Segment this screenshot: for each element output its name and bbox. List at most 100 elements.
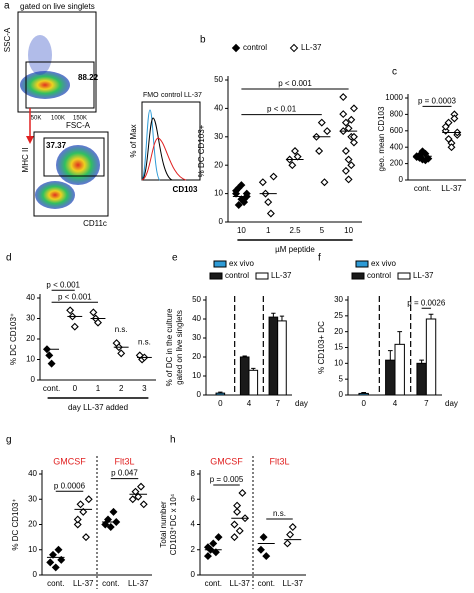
error-bar [428, 313, 434, 319]
x-tick-label: LL-37 [73, 579, 94, 588]
legend-swatch [351, 272, 365, 280]
y-tick-label: 0 [399, 175, 404, 184]
y-tick-label: 0 [197, 390, 202, 399]
data-point [447, 143, 456, 152]
cell-cloud [56, 145, 100, 185]
panel-label: a [4, 1, 10, 12]
data-point [235, 526, 244, 535]
data-point [230, 520, 239, 529]
y-tick-label: 20 [192, 352, 201, 361]
data-point [73, 520, 82, 529]
data-point [341, 166, 350, 175]
annotation: p < 0.001 [58, 292, 92, 301]
data-point [134, 492, 143, 501]
gate-value: 88.22 [78, 73, 99, 82]
data-point [238, 488, 247, 497]
axis-label: % of Max [129, 124, 138, 157]
error-bar [419, 359, 424, 364]
annotation: p 0.047 [111, 469, 138, 478]
legend-label: control [243, 43, 267, 52]
data-point [347, 115, 356, 124]
data-point [54, 545, 63, 554]
data-point [209, 539, 218, 548]
x-tick-label: cont. [414, 184, 431, 193]
y-tick-label: 15 [334, 343, 343, 352]
x-tick-label: 0 [73, 384, 78, 393]
y-tick-label: 10 [26, 355, 35, 364]
data-point [288, 161, 297, 170]
data-point [73, 515, 82, 524]
error-bar [218, 391, 223, 394]
y-tick-label: 40 [28, 469, 37, 478]
data-point [286, 530, 295, 539]
legend-label: ex vivo [229, 259, 254, 268]
bar [268, 316, 279, 396]
error-bar [271, 312, 276, 318]
y-tick-label: 800 [390, 110, 404, 119]
annotation: n.s. [115, 325, 128, 334]
data-point [131, 487, 140, 496]
data-point [234, 200, 243, 209]
y-tick-label: 0 [191, 570, 196, 579]
gate-value: 37.37 [46, 141, 67, 150]
data-point [349, 138, 358, 147]
legend-marker [231, 43, 241, 53]
section-label: Flt3L [269, 456, 289, 466]
y-tick-label: 4 [191, 520, 196, 529]
data-point [89, 308, 98, 317]
data-point [444, 135, 453, 143]
data-point [211, 548, 220, 557]
error-bar [361, 391, 367, 394]
data-point [82, 533, 90, 542]
data-point [237, 181, 246, 190]
legend-marker [289, 43, 299, 53]
bar [215, 392, 226, 396]
histogram-frame [141, 101, 201, 181]
annotation: p = 0.0026 [407, 298, 446, 307]
x-tick-label: LL-37 [283, 579, 304, 588]
annotation: n.s. [138, 338, 151, 347]
x-tick-label: LL-37 [128, 579, 149, 588]
y-tick-label: 0 [31, 375, 36, 384]
y-tick-label: 10 [28, 545, 37, 554]
data-point [137, 482, 145, 491]
data-point [283, 539, 292, 548]
y-tick-label: 5 [339, 374, 344, 383]
axis-label: MHC II [21, 148, 30, 173]
y-tick-label: 0 [219, 217, 224, 226]
data-point [256, 545, 265, 554]
data-point [418, 147, 427, 156]
data-point [94, 318, 102, 327]
data-point [66, 306, 75, 315]
section-label: GMCSF [53, 456, 86, 466]
legend-label: FMO [143, 92, 159, 99]
legend-swatch [213, 260, 227, 268]
axis-label: CD11c [83, 219, 107, 228]
data-point [47, 359, 56, 368]
data-point [320, 178, 329, 187]
y-tick-label: 30 [26, 314, 35, 323]
y-tick-label: 6 [191, 494, 196, 503]
y-tick-label: 400 [390, 142, 404, 151]
data-point [349, 132, 358, 141]
x-tick-label: 7 [424, 399, 429, 408]
bar [385, 359, 396, 396]
y-tick-label: 30 [28, 494, 37, 503]
y-tick-label: 20 [214, 160, 223, 169]
gate [25, 61, 95, 109]
y-axis-label: % DC CD103⁺ [9, 313, 18, 365]
cell-cloud [28, 35, 52, 75]
bar [277, 320, 287, 396]
data-point [315, 147, 324, 155]
bar [358, 392, 369, 396]
x-tick-label: 0 [218, 399, 223, 408]
annotation: p 0.0006 [54, 481, 86, 490]
y-axis-label: CD103⁺DC x 10⁴ [169, 493, 178, 555]
y-tick-label: 10 [192, 371, 201, 380]
panel-label: d [6, 253, 12, 264]
y-tick-label: 30 [214, 132, 223, 141]
x-axis-label: day LL-37 added [68, 403, 128, 412]
data-point [76, 500, 85, 509]
data-point [262, 552, 271, 561]
